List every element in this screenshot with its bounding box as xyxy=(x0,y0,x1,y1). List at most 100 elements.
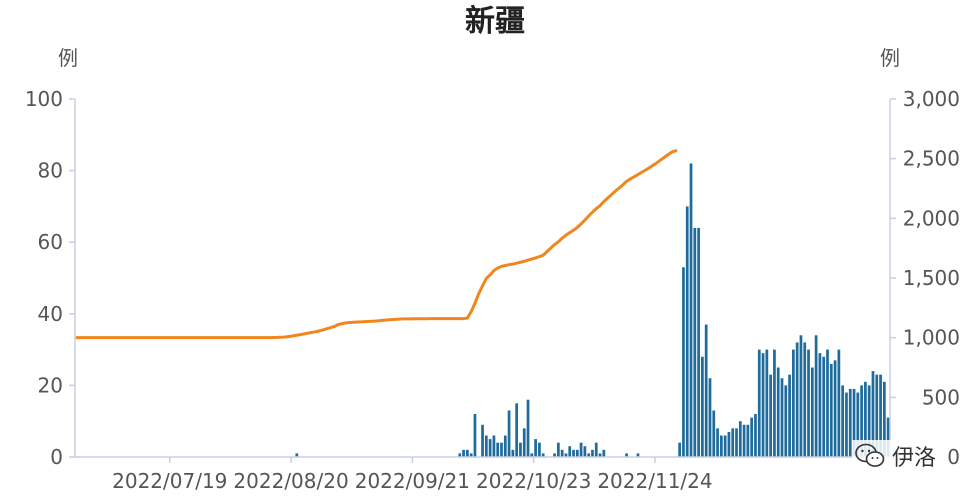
bar xyxy=(769,374,772,457)
x-tick-label: 2022/11/24 xyxy=(597,469,712,493)
left-tick-label: 40 xyxy=(38,302,63,326)
bar xyxy=(458,453,462,457)
bar xyxy=(572,449,575,457)
bar xyxy=(583,446,587,457)
wechat-icon xyxy=(855,443,885,467)
right-tick-label: 500 xyxy=(922,385,960,409)
left-tick-label: 0 xyxy=(50,445,63,469)
bar xyxy=(511,449,515,457)
bar xyxy=(829,363,833,457)
bar xyxy=(591,449,594,457)
bar xyxy=(765,349,769,457)
left-tick-label: 100 xyxy=(25,87,63,111)
right-tick-label: 1,000 xyxy=(903,326,960,350)
bar xyxy=(822,356,826,457)
left-tick-label: 80 xyxy=(38,159,63,183)
right-tick-label: 2,000 xyxy=(903,206,960,230)
bar xyxy=(503,435,507,457)
bar xyxy=(746,424,750,457)
bar xyxy=(882,381,886,457)
bar xyxy=(602,449,606,457)
bar xyxy=(799,335,803,457)
bar xyxy=(871,371,875,457)
bar xyxy=(795,342,799,457)
bar xyxy=(727,431,731,457)
bar xyxy=(538,442,541,457)
bar xyxy=(564,453,568,457)
bar xyxy=(500,442,503,457)
bar xyxy=(848,388,852,457)
bar xyxy=(473,414,477,457)
bar xyxy=(818,353,822,457)
bar xyxy=(712,410,716,457)
bar xyxy=(579,442,583,457)
bar xyxy=(534,439,537,457)
x-tick-label: 2022/08/20 xyxy=(233,469,348,493)
bar xyxy=(826,349,829,457)
bar xyxy=(484,435,488,457)
bar xyxy=(682,267,685,457)
bar xyxy=(864,381,867,457)
bar xyxy=(788,374,791,457)
chart-title: 新疆 xyxy=(465,4,525,39)
bar xyxy=(780,378,784,457)
left-tick-label: 20 xyxy=(38,373,63,397)
bar-series xyxy=(295,163,890,457)
bar xyxy=(522,428,526,457)
right-tick-label: 3,000 xyxy=(903,87,960,111)
bar xyxy=(803,342,807,457)
bar xyxy=(784,385,788,457)
bar xyxy=(867,385,871,457)
bar xyxy=(678,442,682,457)
bar xyxy=(807,349,810,457)
bar xyxy=(697,227,700,457)
bar xyxy=(735,428,738,457)
bar xyxy=(466,449,469,457)
axes: 0 20 40 60 80 100 0 500 1,000 1,500 2,000 2,500 3,00… xyxy=(25,87,960,493)
watermark: 伊洛 xyxy=(852,440,939,472)
bar xyxy=(625,453,628,457)
bar xyxy=(856,392,860,457)
bar xyxy=(792,349,795,457)
bar xyxy=(515,403,519,457)
bar xyxy=(693,227,697,457)
bar xyxy=(742,424,746,457)
bar xyxy=(776,367,780,457)
bar xyxy=(295,453,299,457)
bar xyxy=(481,424,484,457)
bar xyxy=(526,399,530,457)
bar xyxy=(496,442,500,457)
watermark-text: 伊洛 xyxy=(892,446,937,471)
cumulative-line xyxy=(75,149,678,340)
bar xyxy=(719,435,723,457)
bar xyxy=(845,392,848,457)
left-tick-label: 60 xyxy=(38,230,63,254)
bar xyxy=(462,449,465,457)
bar xyxy=(852,388,856,457)
x-tick-label: 2022/07/19 xyxy=(112,469,227,493)
left-axis-unit: 例 xyxy=(58,46,78,70)
bar xyxy=(488,439,492,457)
bar xyxy=(708,378,712,457)
bar xyxy=(704,324,708,457)
bar xyxy=(556,442,560,457)
bar xyxy=(837,349,841,457)
bar xyxy=(754,414,757,457)
bar xyxy=(530,453,534,457)
bar xyxy=(810,367,814,457)
right-tick-label: 0 xyxy=(947,445,960,469)
bar xyxy=(701,356,704,457)
bar xyxy=(507,410,511,457)
bar xyxy=(879,374,882,457)
bar xyxy=(716,428,719,457)
line-series xyxy=(75,149,678,340)
bar xyxy=(553,453,556,457)
bar xyxy=(757,349,761,457)
bar xyxy=(594,442,598,457)
bar xyxy=(469,453,473,457)
bar xyxy=(750,417,754,457)
bar xyxy=(541,453,545,457)
bar xyxy=(636,453,640,457)
bar xyxy=(492,435,496,457)
